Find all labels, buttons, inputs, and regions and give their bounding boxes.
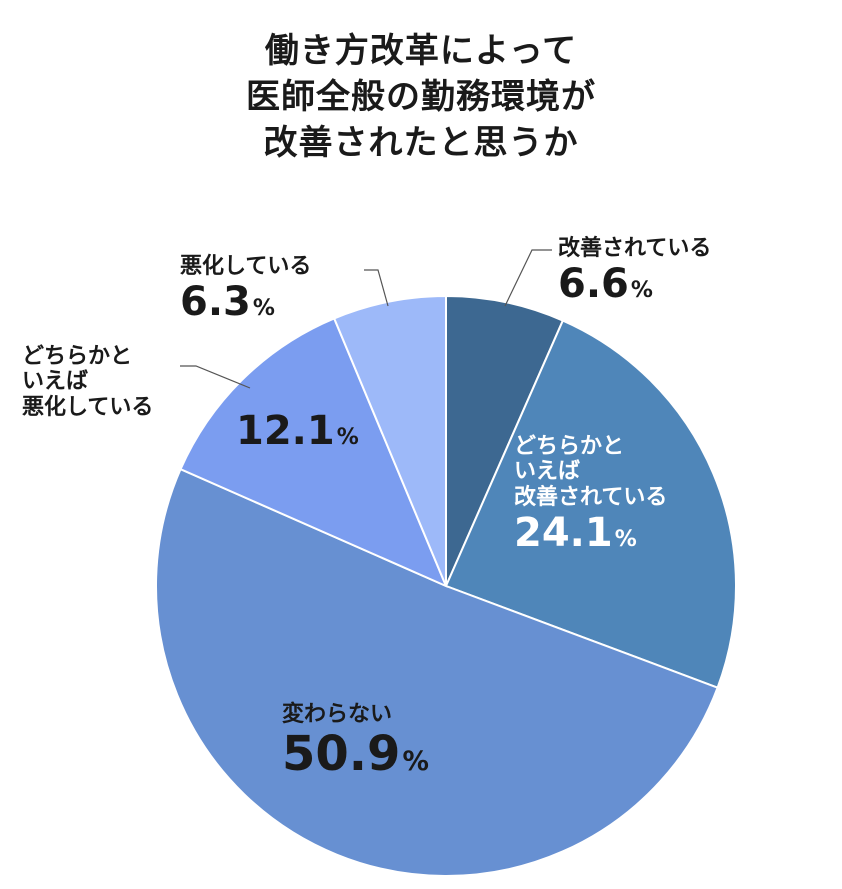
slice-label-unchanged: 変わらない 50.9% (282, 702, 429, 782)
pie-slice-worsened (332, 294, 447, 587)
pie-slice-improved (445, 294, 565, 587)
leader-line-somewhat-worsened (180, 365, 251, 389)
slice-name-somewhat-improved-2: いえば (514, 459, 581, 485)
leader-line-improved (504, 249, 552, 307)
slice-name-somewhat-improved-1: どちらかと (514, 434, 625, 459)
slice-name-somewhat-worsened-3: 悪化している (22, 394, 154, 420)
slice-name-somewhat-worsened-1: どちらかと (22, 344, 133, 369)
slice-value-unchanged: 50.9% (282, 726, 429, 783)
slice-value-somewhat-worsened: 12.1% (236, 408, 359, 454)
pie-slice-somewhat-worsened (179, 317, 448, 588)
slice-label-improved: 改善されている 6.6% (558, 236, 711, 307)
slice-label-somewhat-improved: どちらかと いえば 改善されている 24.1% (514, 434, 667, 556)
slice-label-somewhat-worsened: どちらかと いえば 悪化している (22, 344, 153, 420)
slice-value-somewhat-improved: 24.1% (514, 509, 637, 556)
chart-title-line-1: 働き方改革によって (264, 31, 578, 71)
pie-slice-somewhat-improved (444, 319, 737, 689)
slice-value-improved: 6.6% (558, 261, 653, 308)
pie-slice-unchanged (155, 467, 719, 878)
leader-line-worsened (364, 269, 389, 307)
chart-title-line-2: 医師全般の勤務環境が (246, 77, 596, 117)
slice-label-worsened: 悪化している 6.3% (180, 254, 311, 325)
slice-name-somewhat-improved-3: 改善されている (514, 484, 668, 510)
chart-title-line-3: 改善されたと思うか (263, 123, 579, 163)
slice-name-improved: 改善されている (558, 236, 712, 261)
slice-name-unchanged: 変わらない (282, 702, 393, 727)
slice-name-worsened: 悪化している (180, 254, 312, 279)
slice-value-worsened: 6.3% (180, 279, 275, 326)
slice-name-somewhat-worsened-2: いえば (22, 369, 89, 395)
